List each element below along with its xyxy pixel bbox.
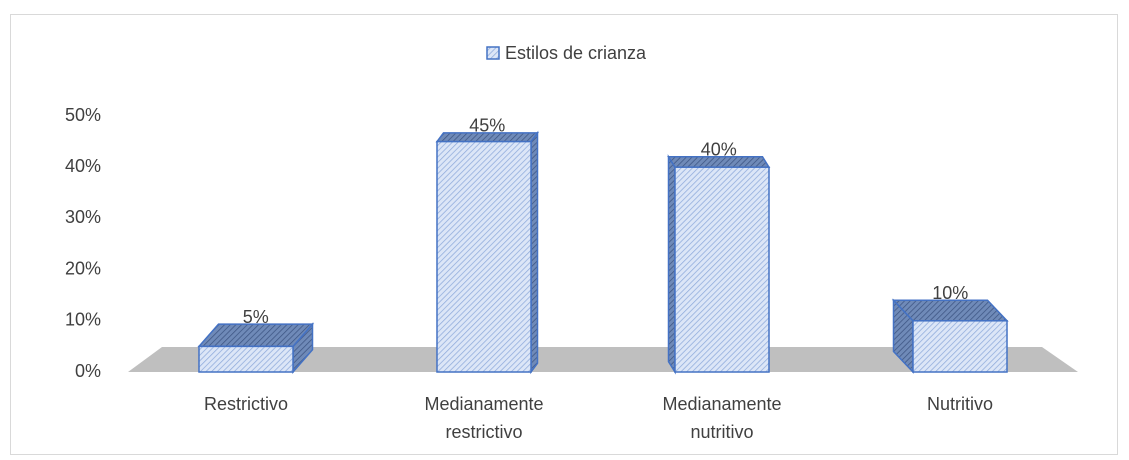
y-tick-label: 30% [65,207,101,227]
y-tick-label: 50% [65,105,101,125]
y-tick-label: 0% [75,361,101,381]
bar-front [674,166,770,373]
bar-front [198,345,294,373]
legend-label: Estilos de crianza [505,43,647,63]
value-label: 45% [469,116,505,136]
chart-border [10,14,1118,455]
bar [891,298,1009,374]
bar-front [912,320,1008,373]
x-tick-label: Medianamente nutritivo [662,394,782,442]
bar-top [891,299,1009,322]
floor [128,347,1078,372]
value-label: 5% [243,307,269,327]
bar [667,154,771,375]
y-tick-label: 40% [65,156,101,176]
y-tick-label: 20% [65,258,101,278]
x-tick-label: Nutritivo [926,394,993,414]
legend-swatch [486,46,500,60]
bar [197,322,315,374]
value-label: 10% [932,283,968,303]
bar-side [530,130,539,375]
y-tick-label: 10% [65,310,101,330]
bar-front [436,140,532,373]
x-tick-label: Medianamente restrictivo [424,394,544,442]
bar-top [197,323,315,348]
value-label: 40% [701,140,737,160]
bar-side [667,154,676,375]
bar [435,130,540,375]
x-tick-label: Restrictivo [203,394,288,414]
